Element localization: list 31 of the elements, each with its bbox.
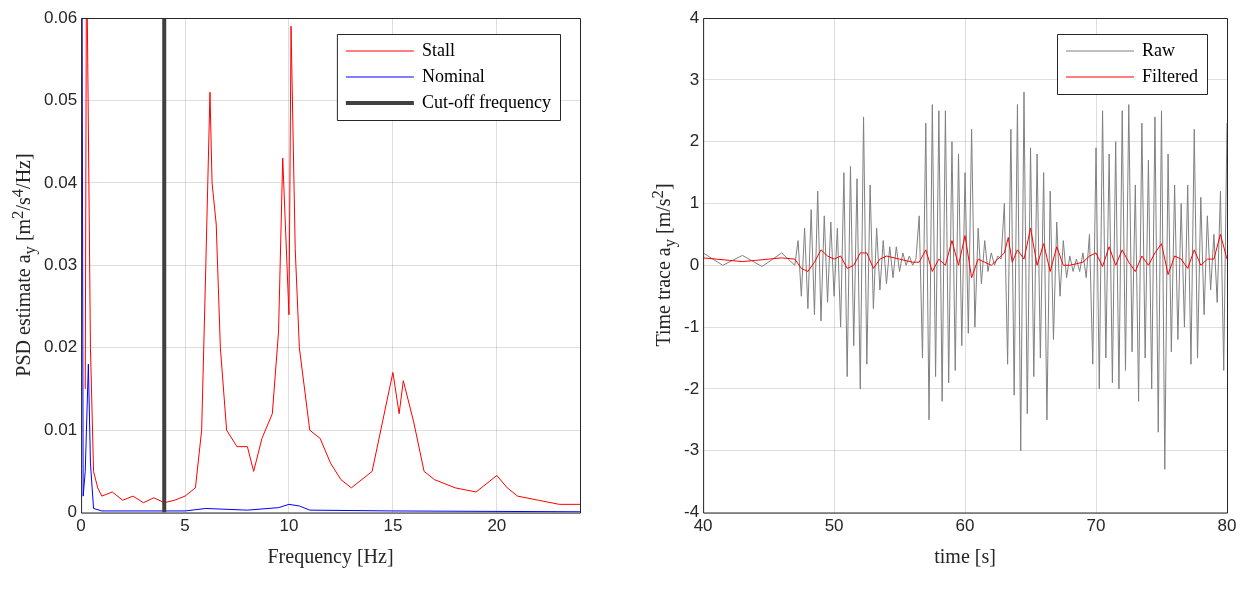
y-tick-label: 0 (689, 254, 700, 274)
x-tick-label: 80 (1217, 516, 1237, 536)
legend-label: Cut-off frequency (421, 91, 551, 112)
y-tick-label: 0 (67, 502, 78, 522)
x-tick-label: 40 (693, 516, 713, 536)
y-tick-label: 4 (689, 7, 700, 27)
y-tick-label: 1 (689, 193, 700, 213)
y-tick-label: 0.04 (43, 172, 78, 192)
x-axis-title: Frequency [Hz] (267, 544, 394, 568)
y-tick-label: -2 (683, 378, 700, 398)
y-tick-label: 0.02 (43, 337, 78, 357)
y-tick-label: 0.01 (43, 419, 78, 439)
legend-label: Stall (421, 39, 455, 60)
x-tick-label: 60 (955, 516, 975, 536)
y-tick-label: 0.05 (43, 90, 78, 110)
x-tick-label: 20 (487, 516, 507, 536)
y-tick-label: -3 (683, 440, 700, 460)
x-axis-title: time [s] (934, 544, 996, 568)
y-tick-label: 0.06 (43, 7, 78, 27)
x-tick-label: 15 (383, 516, 403, 536)
y-tick-label: -1 (683, 316, 700, 336)
legend-label: Nominal (421, 65, 485, 86)
y-tick-label: 2 (689, 131, 700, 151)
x-tick-label: 50 (824, 516, 844, 536)
x-tick-label: 10 (279, 516, 299, 536)
legend-label: Filtered (1142, 65, 1199, 86)
x-tick-label: 5 (180, 516, 190, 536)
x-tick-label: 70 (1086, 516, 1106, 536)
y-tick-label: 3 (689, 69, 700, 89)
y-tick-label: 0.03 (43, 254, 78, 274)
legend-label: Raw (1142, 39, 1176, 60)
